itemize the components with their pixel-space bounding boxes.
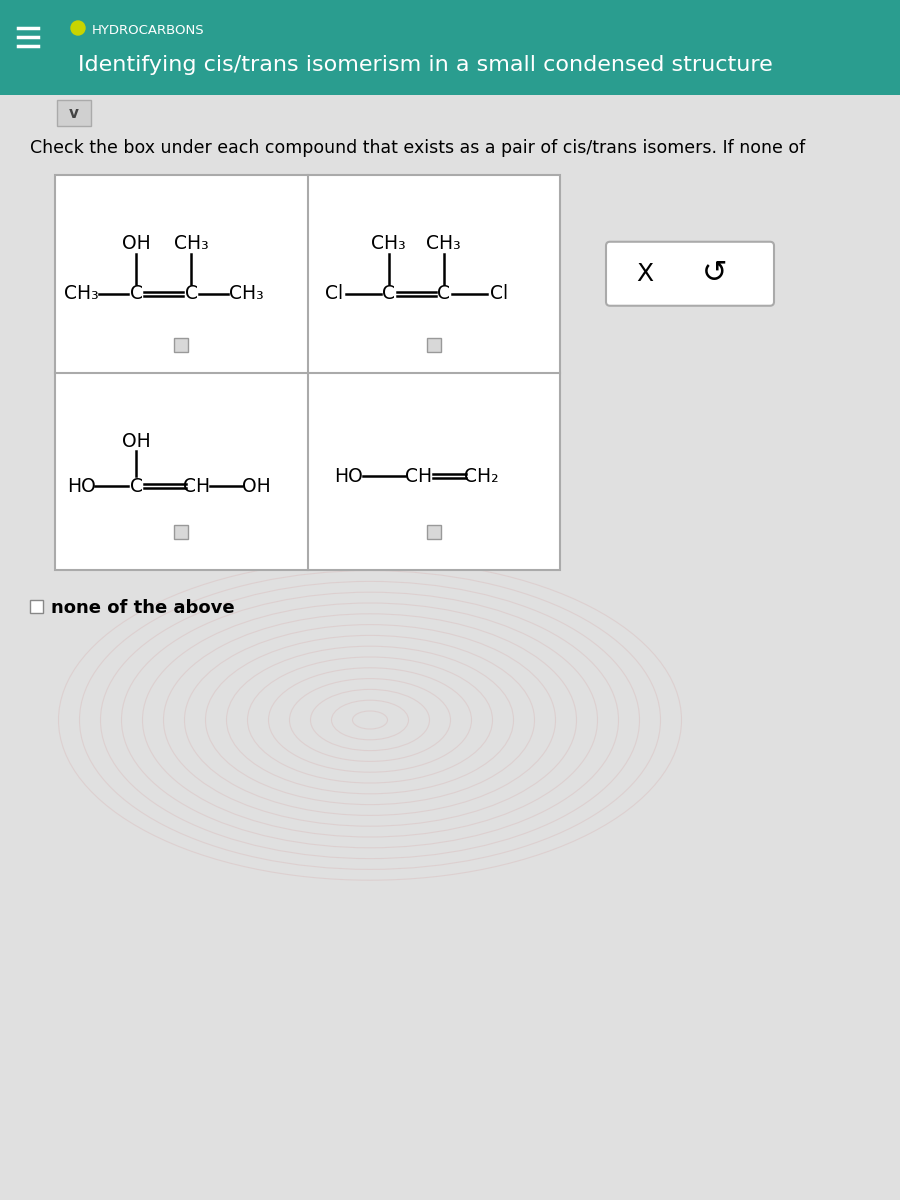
Bar [57,100,91,126]
Text: HO: HO [67,476,95,496]
Text: Check the box under each compound that exists as a pair of cis/trans isomers. If: Check the box under each compound that e… [30,139,806,157]
Circle shape [71,20,85,35]
Text: CH: CH [183,476,210,496]
Text: OH: OH [242,476,271,496]
Text: CH₃: CH₃ [229,284,264,304]
FancyBboxPatch shape [606,241,774,306]
Bar [0,0,900,95]
Bar [30,600,43,613]
Text: CH₂: CH₂ [464,467,500,486]
Text: ↺: ↺ [702,259,728,288]
Text: v: v [69,106,79,120]
Text: CH₃: CH₃ [372,234,406,253]
Text: C: C [382,284,395,304]
Bar [427,337,441,352]
Text: HYDROCARBONS: HYDROCARBONS [92,24,204,36]
Text: CH₃: CH₃ [64,284,99,304]
Text: OH: OH [122,234,150,253]
Text: CH: CH [405,467,432,486]
Text: Identifying cis/trans isomerism in a small condensed structure: Identifying cis/trans isomerism in a sma… [78,55,773,74]
Bar [175,337,188,352]
Text: C: C [130,284,143,304]
Text: CH₃: CH₃ [427,234,461,253]
Bar [427,526,441,539]
Text: C: C [437,284,450,304]
Text: CH₃: CH₃ [174,234,209,253]
Bar [175,526,188,539]
Text: Cl: Cl [490,284,508,304]
Text: C: C [130,476,143,496]
Text: X: X [636,262,653,286]
Text: none of the above: none of the above [51,599,235,617]
Text: HO: HO [335,467,363,486]
Text: OH: OH [122,432,150,451]
Text: Cl: Cl [325,284,343,304]
Bar [55,175,560,570]
Text: C: C [184,284,198,304]
